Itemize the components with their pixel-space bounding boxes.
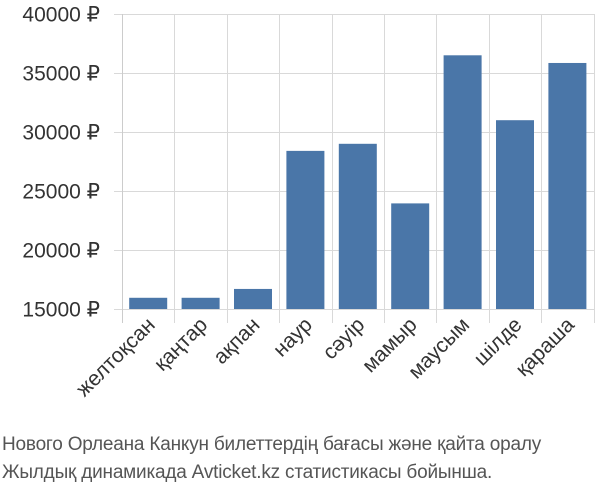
y-tick-label: 15000 ₽ (22, 299, 100, 322)
y-tick-label: 20000 ₽ (22, 240, 100, 263)
bar (496, 120, 534, 309)
y-tick-labels: 15000 ₽ 20000 ₽ 25000 ₽ 30000 ₽ 35000 ₽ 40000… (22, 4, 100, 322)
x-tick-label: қараша (511, 313, 579, 381)
bar (129, 297, 168, 309)
bar (391, 203, 430, 309)
bar (548, 62, 587, 309)
caption-line-1: Нового Орлеана Канкун билеттердің бағасы… (2, 434, 542, 455)
x-tick-label: ақпан (209, 313, 265, 369)
x-tick-label: наур (269, 313, 317, 361)
y-tick-label: 30000 ₽ (22, 122, 100, 145)
y-tick-label: 40000 ₽ (22, 4, 100, 27)
bar (338, 143, 377, 309)
bar (181, 297, 220, 309)
caption-line-2: Жылдық динамикада Avticket.kz статистика… (2, 462, 493, 483)
bar (286, 150, 325, 309)
x-tick-label: желтоқсан (72, 313, 160, 401)
x-tick-label: қаңтар (150, 313, 212, 375)
y-tick-label: 25000 ₽ (22, 181, 100, 204)
bar-chart: 15000 ₽ 20000 ₽ 25000 ₽ 30000 ₽ 35000 ₽ 40000… (22, 4, 595, 401)
y-tick-label: 35000 ₽ (22, 63, 100, 86)
bar (443, 55, 482, 309)
bars (129, 55, 587, 309)
bar (234, 288, 272, 309)
grid-lines (114, 14, 595, 323)
